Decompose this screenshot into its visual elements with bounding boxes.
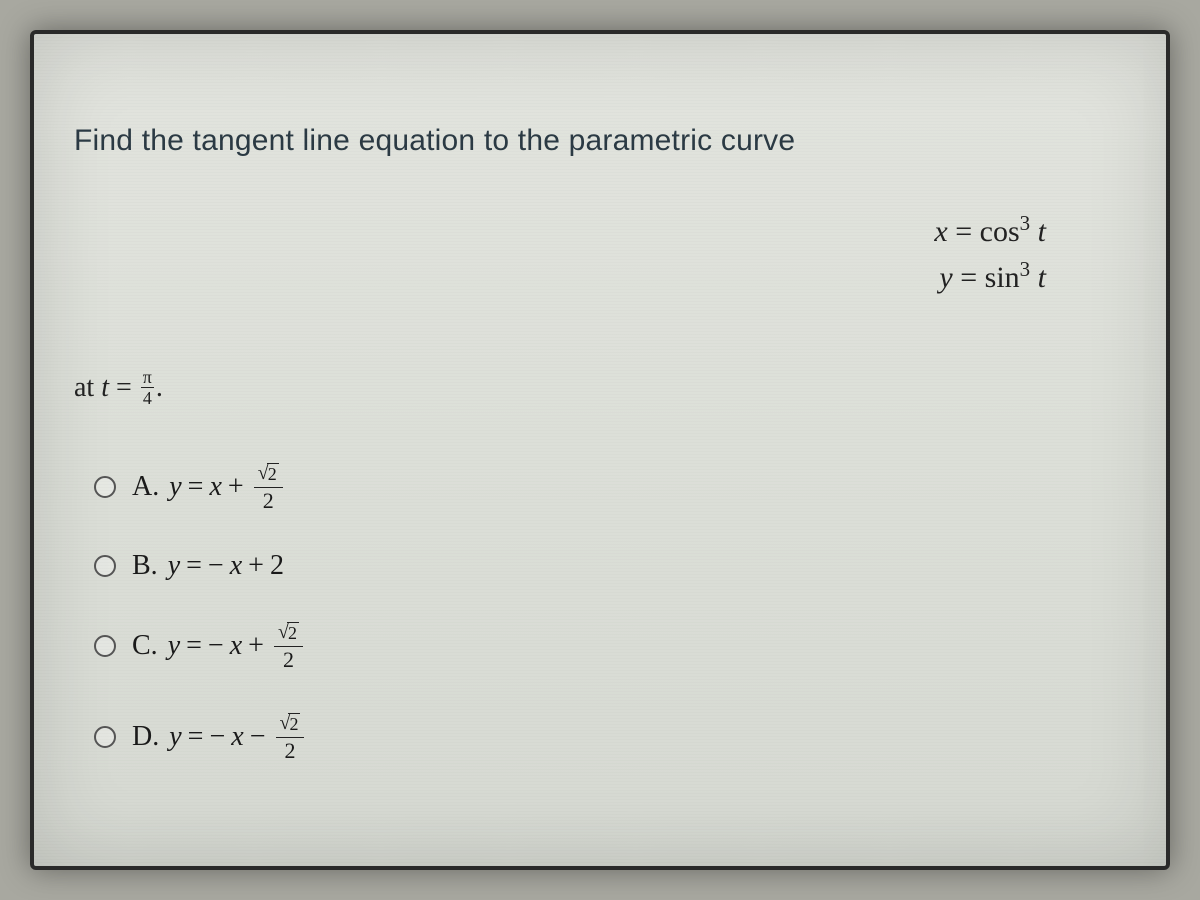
option-fraction: √2 2 (254, 457, 283, 512)
option-letter: D. (132, 721, 159, 753)
option-equals: = (186, 550, 202, 582)
radio-button[interactable] (94, 476, 116, 498)
option-x: x (230, 630, 242, 662)
option-a[interactable]: A. y = x + √2 2 (94, 459, 1126, 514)
at-var: t (101, 372, 109, 403)
eq-x-var: t (1030, 215, 1046, 248)
option-equals: = (188, 471, 204, 503)
at-value: at t = π4. (74, 370, 1126, 409)
at-fraction: π4 (141, 368, 154, 407)
question-panel: Find the tangent line equation to the pa… (30, 30, 1170, 870)
option-fraction: √2 2 (276, 707, 305, 762)
option-letter: A. (132, 471, 159, 503)
option-equals: = (188, 721, 204, 753)
option-b[interactable]: B. y = −x + 2 (94, 550, 1126, 582)
equation-x: x = cos3 t (74, 208, 1046, 254)
option-operator: + (228, 471, 244, 503)
eq-x-equals: = (948, 215, 980, 248)
option-x: x (231, 721, 243, 753)
at-suffix: . (156, 372, 163, 403)
parametric-equations: x = cos3 t y = sin3 t (74, 208, 1126, 300)
option-x-sign: − (209, 721, 225, 753)
sqrt-icon: √2 (280, 713, 301, 733)
option-x-sign: − (208, 630, 224, 662)
option-lhs: y (169, 721, 181, 753)
sqrt-icon: √2 (278, 622, 299, 642)
at-frac-den: 4 (141, 388, 154, 407)
option-c[interactable]: C. y = −x + √2 2 (94, 618, 1126, 673)
eq-x-func: cos (980, 215, 1020, 248)
eq-y-var: t (1030, 261, 1046, 294)
option-equals: = (186, 630, 202, 662)
eq-x-exp: 3 (1020, 211, 1031, 235)
option-frac-denominator: 2 (284, 738, 295, 762)
option-constant: 2 (270, 550, 284, 582)
option-operator: + (248, 550, 264, 582)
eq-y-exp: 3 (1020, 257, 1031, 281)
option-frac-numerator: √2 (274, 616, 303, 647)
option-lhs: y (168, 550, 180, 582)
at-frac-num: π (141, 368, 154, 388)
option-label: A. y = x + √2 2 (132, 459, 283, 514)
option-label: B. y = −x + 2 (132, 550, 284, 582)
option-x: x (209, 471, 221, 503)
option-letter: B. (132, 550, 158, 582)
radio-button[interactable] (94, 555, 116, 577)
option-x: x (230, 550, 242, 582)
option-frac-numerator: √2 (254, 457, 283, 488)
answer-options: A.y = x + √22B.y = −x + 2C.y = −x + √22D… (74, 459, 1126, 764)
sqrt-sign: √ (258, 463, 269, 483)
radio-button[interactable] (94, 726, 116, 748)
option-x-sign: − (208, 550, 224, 582)
equation-y: y = sin3 t (74, 254, 1046, 300)
sqrt-icon: √2 (258, 463, 279, 483)
question-prompt: Find the tangent line equation to the pa… (74, 124, 1126, 158)
option-letter: C. (132, 630, 158, 662)
option-operator: + (248, 630, 264, 662)
at-prefix: at (74, 372, 101, 403)
option-label: D. y = −x − √2 2 (132, 709, 304, 764)
eq-x-lhs: x (934, 215, 947, 248)
option-lhs: y (168, 630, 180, 662)
eq-y-equals: = (953, 261, 985, 294)
eq-y-func: sin (985, 261, 1020, 294)
radio-button[interactable] (94, 635, 116, 657)
option-lhs: y (169, 471, 181, 503)
at-equals: = (109, 372, 139, 403)
option-frac-denominator: 2 (263, 488, 274, 512)
option-frac-numerator: √2 (276, 707, 305, 738)
option-d[interactable]: D. y = −x − √2 2 (94, 709, 1126, 764)
sqrt-sign: √ (278, 622, 289, 642)
option-operator: − (250, 721, 266, 753)
eq-y-lhs: y (939, 261, 952, 294)
option-frac-denominator: 2 (283, 647, 294, 671)
option-label: C. y = −x + √2 2 (132, 618, 303, 673)
option-fraction: √2 2 (274, 616, 303, 671)
sqrt-sign: √ (280, 713, 291, 733)
